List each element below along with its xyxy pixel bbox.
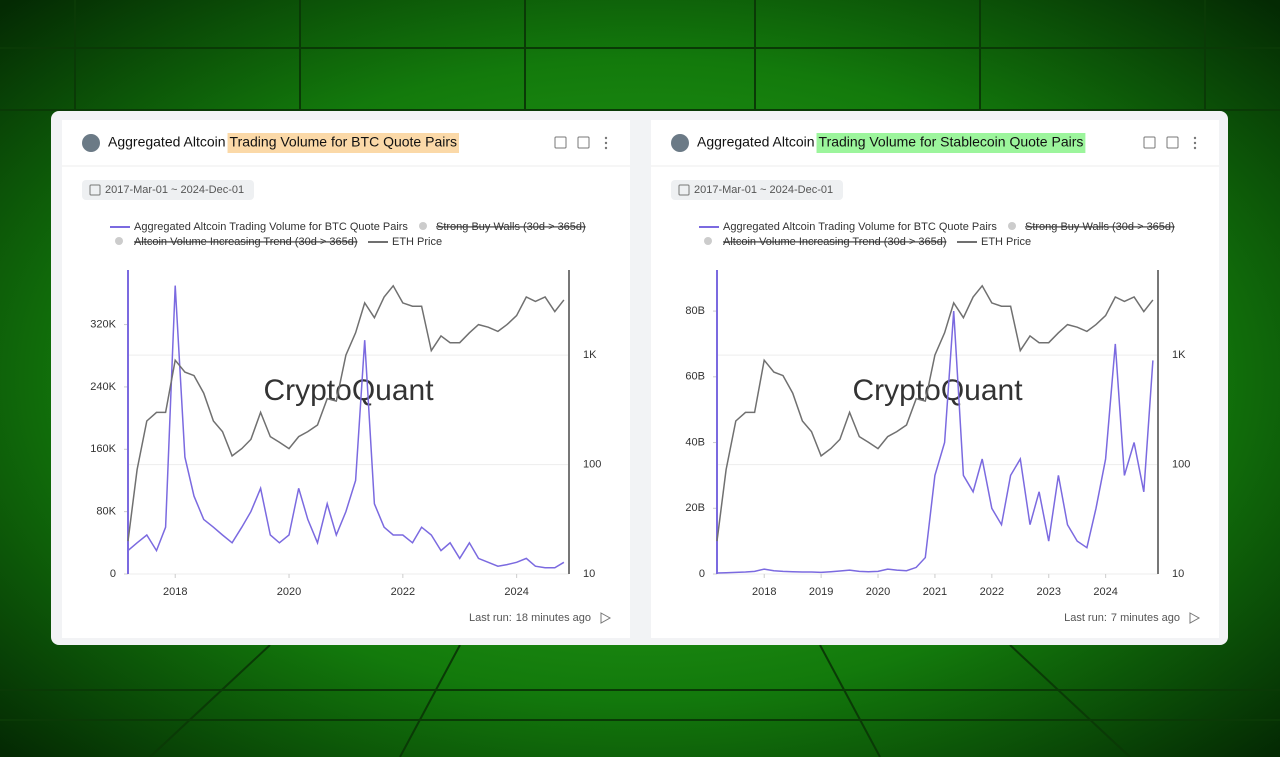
legend-label[interactable]: Aggregated Altcoin Trading Volume for BT… (723, 221, 997, 233)
legend-label-inactive[interactable]: Strong Buy Walls (30d > 365d) (436, 221, 586, 233)
avatar (82, 134, 100, 152)
x-tick-label: 2020 (277, 586, 301, 598)
y-tick-label: 240K (90, 381, 116, 393)
menu-dot (1193, 146, 1197, 150)
date-chip[interactable] (671, 180, 843, 200)
last-run-label: Last run: (469, 612, 512, 624)
title-highlight (816, 133, 1086, 153)
y-tick-label: 160K (90, 443, 116, 455)
y-tick-label: 0 (110, 568, 116, 580)
y2-tick-label: 10 (1172, 568, 1184, 580)
panel (651, 120, 1219, 638)
menu-dot (604, 146, 608, 150)
legend-dot (1008, 222, 1016, 230)
x-tick-label: 2022 (980, 586, 1004, 598)
x-tick-label: 2018 (752, 586, 776, 598)
y2-tick-label: 1K (1172, 349, 1186, 361)
menu-dot (1193, 136, 1197, 140)
header-icon[interactable] (577, 136, 590, 149)
volume-line (127, 285, 565, 569)
legend-label[interactable]: ETH Price (392, 236, 442, 248)
calendar-icon (678, 184, 690, 196)
y-tick-label: 60B (685, 371, 705, 383)
eth-price-line (716, 284, 1154, 542)
y-tick-label: 80B (685, 305, 705, 317)
x-tick-label: 2019 (809, 586, 833, 598)
legend-label[interactable]: Aggregated Altcoin Trading Volume for BT… (134, 221, 408, 233)
legend-label[interactable]: ETH Price (981, 236, 1031, 248)
legend-label-inactive[interactable]: Altcoin Volume Increasing Trend (30d > 3… (723, 236, 947, 248)
legend-label-inactive[interactable]: Strong Buy Walls (30d > 365d) (1025, 221, 1175, 233)
last-run-time: 18 minutes ago (516, 612, 591, 624)
y-tick-label: 0 (699, 568, 705, 580)
x-tick-label: 2024 (504, 586, 528, 598)
date-range: 2017-Mar-01 ~ 2024-Dec-01 (105, 184, 244, 196)
title-highlight-text: Trading Volume for BTC Quote Pairs (230, 134, 457, 150)
title-highlight-text: Trading Volume for Stablecoin Quote Pair… (819, 134, 1084, 150)
last-run-label: Last run: (1064, 612, 1107, 624)
title: Aggregated Altcoin (697, 134, 815, 150)
title-highlight (227, 133, 459, 153)
avatar (671, 134, 689, 152)
menu-dot (1193, 141, 1197, 145)
run-button[interactable] (600, 612, 612, 624)
y2-tick-label: 10 (583, 568, 595, 580)
header-icon[interactable] (554, 136, 567, 149)
date-range: 2017-Mar-01 ~ 2024-Dec-01 (694, 184, 833, 196)
eth-price-line (127, 284, 565, 542)
menu-dot (604, 136, 608, 140)
y2-tick-label: 100 (1172, 458, 1190, 470)
x-tick-label: 2020 (866, 586, 890, 598)
x-tick-label: 2021 (923, 586, 947, 598)
run-button[interactable] (1189, 612, 1201, 624)
legend-label-inactive[interactable]: Altcoin Volume Increasing Trend (30d > 3… (134, 236, 358, 248)
header-icon[interactable] (1143, 136, 1156, 149)
y-tick-label: 20B (685, 502, 705, 514)
legend-dot (704, 237, 712, 245)
last-run-time: 7 minutes ago (1111, 612, 1180, 624)
x-tick-label: 2018 (163, 586, 187, 598)
watermark: CryptoQuant (852, 374, 1023, 407)
y-tick-label: 320K (90, 318, 116, 330)
title: Aggregated Altcoin (108, 134, 226, 150)
x-tick-label: 2022 (391, 586, 415, 598)
y2-tick-label: 1K (583, 349, 597, 361)
y-tick-label: 80K (96, 506, 116, 518)
y2-tick-label: 100 (583, 458, 601, 470)
watermark: CryptoQuant (263, 374, 434, 407)
legend-dot (419, 222, 427, 230)
volume-line (716, 311, 1154, 574)
calendar-icon (89, 184, 101, 196)
y-tick-label: 40B (685, 436, 705, 448)
x-tick-label: 2023 (1037, 586, 1061, 598)
legend-dot (115, 237, 123, 245)
menu-dot (604, 141, 608, 145)
x-tick-label: 2024 (1093, 586, 1117, 598)
header-icon[interactable] (1166, 136, 1179, 149)
date-chip[interactable] (82, 180, 254, 200)
